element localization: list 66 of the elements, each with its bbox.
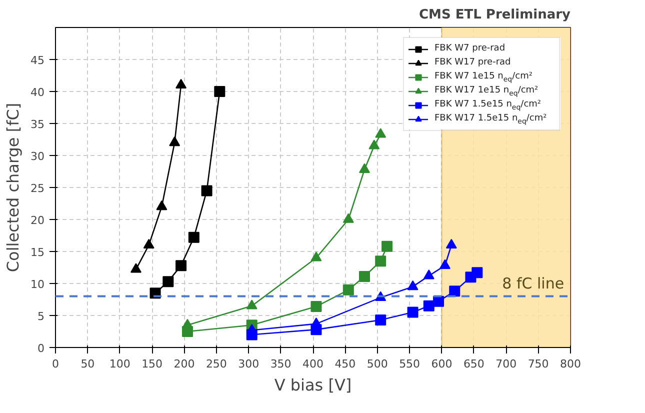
point xyxy=(310,301,322,312)
x-tick-label: 500 xyxy=(366,358,388,370)
point xyxy=(375,314,386,326)
legend-label: FBK W7 pre-rad xyxy=(434,44,506,54)
point xyxy=(439,259,450,269)
x-tick-label: 250 xyxy=(206,358,227,370)
x-tick-label: 600 xyxy=(431,358,452,370)
point xyxy=(368,140,380,150)
point xyxy=(201,185,212,196)
point xyxy=(188,232,200,243)
x-tick-label: 450 xyxy=(334,358,356,370)
point xyxy=(382,240,393,252)
y-tick-label: 30 xyxy=(30,150,45,163)
x-tick-label: 750 xyxy=(528,358,549,370)
x-tick-label: 650 xyxy=(463,358,484,370)
point xyxy=(359,270,370,282)
y-axis-title: Collected charge [fC] xyxy=(4,102,23,272)
legend-label: FBK W17 pre-rad xyxy=(434,58,511,68)
y-tick-label: 5 xyxy=(38,310,44,323)
point xyxy=(156,200,168,210)
point xyxy=(423,300,434,312)
point xyxy=(246,324,258,334)
y-tick-label: 10 xyxy=(30,278,45,291)
point xyxy=(423,270,434,280)
x-tick-label: 0 xyxy=(52,358,59,370)
point xyxy=(130,263,142,273)
point xyxy=(407,306,418,318)
x-tick-label: 400 xyxy=(302,358,324,370)
point xyxy=(310,318,322,328)
point xyxy=(342,284,354,296)
y-tick-label: 40 xyxy=(30,86,45,99)
point xyxy=(449,286,460,297)
x-axis-title: V bias [V] xyxy=(274,376,352,394)
text: CMS ETL Preliminary xyxy=(418,8,572,22)
ref-line-label: 8 fC line xyxy=(502,274,564,292)
point xyxy=(310,252,322,262)
y-tick-label: 35 xyxy=(30,118,45,131)
point xyxy=(375,256,386,267)
point xyxy=(446,238,457,248)
x-tick-label: 300 xyxy=(238,358,260,370)
y-tick-label: 20 xyxy=(30,214,45,227)
point xyxy=(359,163,370,173)
point xyxy=(169,136,180,146)
y-tick-label: 15 xyxy=(30,246,45,259)
x-tick-label: 150 xyxy=(142,358,163,370)
point xyxy=(407,280,418,290)
point xyxy=(182,318,193,328)
point xyxy=(342,213,354,223)
x-tick-label: 800 xyxy=(560,358,581,370)
y-tick-label: 45 xyxy=(30,54,45,67)
point xyxy=(162,276,174,288)
y-tick-label: 0 xyxy=(38,342,44,355)
x-tick-label: 200 xyxy=(174,358,195,370)
x-tick-label: 700 xyxy=(496,358,517,370)
point xyxy=(472,267,483,278)
y-tick-label: 25 xyxy=(30,182,45,195)
point xyxy=(143,238,154,248)
point xyxy=(176,260,187,272)
point xyxy=(433,296,444,307)
point xyxy=(375,128,386,138)
x-tick-label: 350 xyxy=(270,358,292,370)
x-tick-label: 50 xyxy=(80,358,95,370)
point xyxy=(176,78,187,88)
x-tick-label: 550 xyxy=(399,358,420,370)
x-tick-label: 100 xyxy=(109,358,130,370)
point xyxy=(246,300,258,310)
